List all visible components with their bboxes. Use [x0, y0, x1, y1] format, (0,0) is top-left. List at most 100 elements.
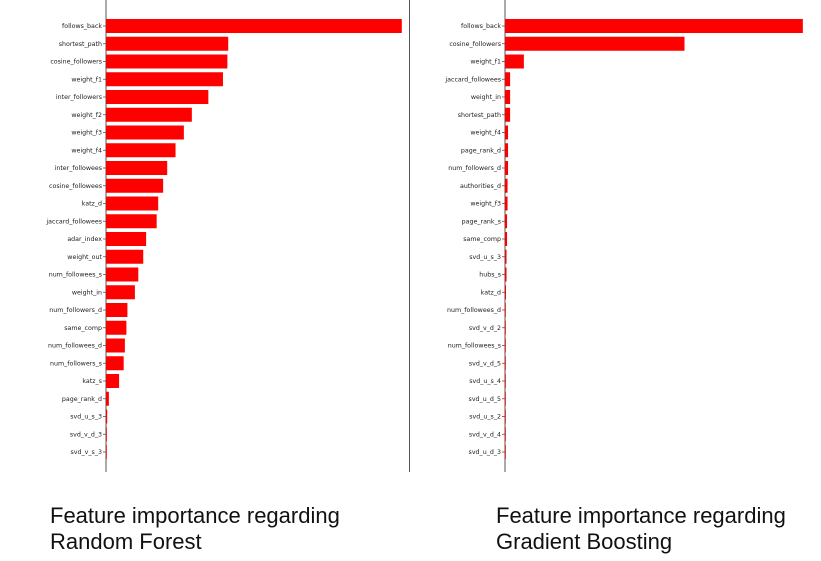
- y-tick-label: svd_v_d_3: [70, 431, 102, 438]
- bar-shortest_path: [505, 107, 511, 122]
- y-tick-label: cosine_followers: [449, 41, 501, 48]
- bar-adar_index: [106, 232, 147, 246]
- y-tick-label: cosine_followees: [49, 183, 102, 190]
- bar-cosine_followers: [505, 36, 685, 51]
- bar-weight_f3: [106, 125, 184, 140]
- bar-weight_f2: [106, 107, 192, 122]
- y-tick-label: svd_v_s_3: [71, 449, 102, 456]
- bar-svd_u_s_4: [505, 374, 506, 388]
- y-tick-label: inter_followees: [55, 165, 102, 172]
- bar-cosine_followees: [106, 178, 164, 193]
- bar-same_comp: [106, 320, 127, 335]
- y-tick-label: inter_followers: [56, 94, 102, 101]
- y-tick-label: weight_f2: [71, 112, 102, 119]
- y-tick-label: cosine_followers: [50, 59, 102, 66]
- y-tick-label: num_followees_d: [48, 343, 102, 350]
- caption-line-1: Feature importance regarding: [50, 503, 340, 528]
- y-tick-label: weight_out: [67, 254, 102, 261]
- y-tick-label: svd_u_s_2: [469, 414, 501, 421]
- bar-num_followees_s: [106, 267, 139, 282]
- bar-weight_in: [505, 90, 511, 104]
- y-tick-label: shortest_path: [458, 112, 501, 119]
- caption-line-2: Random Forest: [50, 529, 202, 554]
- bar-weight_out: [106, 249, 144, 264]
- y-tick-label: weight_f1: [470, 59, 501, 66]
- caption-line-1: Feature importance regarding: [496, 503, 786, 528]
- y-tick-label: katz_d: [481, 289, 501, 296]
- y-tick-label: page_rank_s: [462, 218, 501, 225]
- bar-authorities_d: [505, 178, 508, 193]
- y-tick-label: svd_u_s_4: [469, 378, 501, 385]
- y-tick-label: authorities_d: [460, 183, 501, 190]
- bar-katz_d: [505, 285, 507, 300]
- gradient-boosting-chart: follows_back cosine_followers weight_f1jac…: [444, 0, 803, 472]
- bar-num_followees_s: [505, 338, 506, 353]
- random-forest-chart: follows_back shortest_path cosine_follower…: [45, 0, 410, 472]
- bar-inter_followees: [106, 161, 168, 175]
- bar-svd_u_d_3: [505, 445, 506, 459]
- y-tick-label: follows_back: [62, 23, 102, 30]
- bar-num_followees_d: [106, 338, 125, 353]
- bar-weight_f1: [505, 54, 524, 69]
- bar-num_followers_s: [106, 356, 124, 371]
- bar-weight_f4: [106, 143, 176, 158]
- y-tick-label: num_followees_s: [49, 272, 102, 279]
- bar-weight_in: [106, 285, 135, 300]
- bar-katz_s: [106, 374, 120, 388]
- bar-katz_d: [106, 196, 159, 211]
- y-tick-label: katz_s: [82, 378, 102, 385]
- y-tick-label: weight_f4: [71, 147, 102, 154]
- y-tick-label: katz_d: [82, 201, 102, 208]
- y-tick-label: weight_f1: [71, 76, 102, 83]
- y-tick-label: page_rank_d: [62, 396, 102, 403]
- bar-page_rank_s: [505, 214, 508, 229]
- y-tick-label: weight_f3: [470, 201, 501, 208]
- bar-svd_v_d_4: [505, 427, 506, 442]
- bar-svd_v_s_3: [106, 445, 107, 459]
- bar-inter_followers: [106, 90, 209, 104]
- y-tick-label: svd_u_d_3: [469, 449, 501, 456]
- bar-num_followers_d: [106, 303, 128, 317]
- y-tick-label: svd_u_s_3: [469, 254, 501, 261]
- bar-num_followers_d: [505, 161, 509, 175]
- bar-weight_f4: [505, 125, 509, 140]
- y-tick-label: num_followers_s: [50, 360, 102, 367]
- y-tick-label: jaccard_followees: [45, 218, 102, 225]
- caption-line-2: Gradient Boosting: [496, 529, 673, 554]
- bar-jaccard_followees: [505, 72, 511, 87]
- y-tick-label: num_followees_s: [448, 343, 501, 350]
- bar-cosine_followers: [106, 54, 228, 69]
- y-tick-label: shortest_path: [59, 41, 102, 48]
- y-tick-label: svd_v_d_2: [469, 325, 501, 332]
- bar-page_rank_d: [106, 391, 109, 406]
- y-tick-label: same_comp: [64, 325, 102, 332]
- y-tick-label: jaccard_followees: [444, 76, 501, 83]
- y-tick-label: num_followees_d: [447, 307, 501, 314]
- y-tick-label: weight_in: [72, 289, 102, 296]
- y-tick-label: num_followers_d: [49, 307, 102, 314]
- bar-weight_f3: [505, 196, 508, 211]
- bar-svd_u_s_2: [505, 409, 506, 424]
- y-tick-label: svd_u_s_3: [70, 414, 102, 421]
- bar-follows_back: [505, 19, 803, 33]
- bar-svd_v_d_3: [106, 427, 107, 442]
- bar-svd_u_s_3: [505, 249, 507, 264]
- bar-num_followees_d: [505, 303, 506, 317]
- y-tick-label: adar_index: [67, 236, 102, 243]
- y-tick-label: num_followers_d: [448, 165, 501, 172]
- bar-svd_u_s_3: [106, 409, 108, 424]
- bar-same_comp: [505, 232, 508, 246]
- gradient-boosting-caption: Feature importance regarding Gradient Bo…: [496, 503, 786, 555]
- y-tick-label: svd_v_d_4: [469, 431, 501, 438]
- y-tick-label: svd_v_d_5: [469, 360, 501, 367]
- random-forest-panel: follows_back shortest_path cosine_follower…: [0, 0, 410, 561]
- bar-shortest_path: [106, 36, 229, 51]
- y-tick-label: weight_f3: [71, 130, 102, 137]
- y-tick-label: follows_back: [461, 23, 501, 30]
- random-forest-caption: Feature importance regarding Random Fore…: [50, 503, 340, 555]
- bar-weight_f1: [106, 72, 223, 87]
- y-tick-label: svd_u_d_5: [469, 396, 501, 403]
- bar-svd_v_d_5: [505, 356, 506, 371]
- bar-follows_back: [106, 19, 402, 33]
